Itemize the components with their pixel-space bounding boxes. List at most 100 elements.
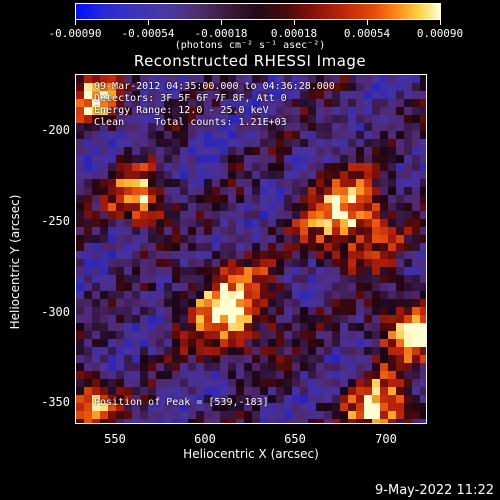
heatmap-cell xyxy=(260,211,268,219)
heatmap-cell xyxy=(212,115,220,123)
heatmap-cell xyxy=(228,283,236,291)
heatmap-cell xyxy=(196,411,204,419)
heatmap-cell xyxy=(220,379,228,387)
heatmap-cell xyxy=(284,259,292,267)
heatmap-cell xyxy=(164,235,172,243)
heatmap-cell xyxy=(164,139,172,147)
heatmap-cell xyxy=(156,139,164,147)
heatmap-cell xyxy=(164,315,172,323)
heatmap-cell xyxy=(188,315,196,323)
heatmap-cell xyxy=(308,139,316,147)
heatmap-cell xyxy=(148,227,156,235)
heatmap-cell xyxy=(268,291,276,299)
heatmap-cell xyxy=(372,411,380,419)
heatmap-cell xyxy=(372,307,380,315)
heatmap-cell xyxy=(132,211,140,219)
heatmap-cell xyxy=(156,211,164,219)
heatmap-cell xyxy=(156,283,164,291)
heatmap-cell xyxy=(316,387,324,395)
heatmap-cell xyxy=(324,251,332,259)
heatmap-cell xyxy=(324,155,332,163)
heatmap-cell xyxy=(316,171,324,179)
heatmap-cell xyxy=(116,395,124,403)
heatmap-cell xyxy=(348,315,356,323)
heatmap-cell xyxy=(148,99,156,107)
heatmap-cell xyxy=(204,355,212,363)
x-tick-label: 600 xyxy=(194,432,216,446)
heatmap-cell xyxy=(228,211,236,219)
heatmap-cell xyxy=(172,291,180,299)
heatmap-cell xyxy=(356,267,364,275)
heatmap-cell xyxy=(108,403,116,411)
heatmap-cell xyxy=(180,219,188,227)
heatmap-cell xyxy=(404,371,412,379)
heatmap-cell xyxy=(316,339,324,347)
heatmap-cell xyxy=(324,107,332,115)
heatmap-cell xyxy=(108,123,116,131)
heatmap-cell xyxy=(76,339,84,347)
heatmap-cell xyxy=(196,395,204,403)
heatmap-cell xyxy=(420,83,426,91)
heatmap-cell xyxy=(84,411,92,419)
heatmap-cell xyxy=(356,115,364,123)
heatmap-cell xyxy=(124,139,132,147)
heatmap-cell xyxy=(84,243,92,251)
heatmap-cell xyxy=(388,171,396,179)
heatmap-cell xyxy=(364,347,372,355)
heatmap-cell xyxy=(148,259,156,267)
heatmap-cell xyxy=(116,211,124,219)
heatmap-cell xyxy=(372,139,380,147)
heatmap-cell xyxy=(316,219,324,227)
heatmap-cell xyxy=(284,331,292,339)
heatmap-cell xyxy=(244,323,252,331)
heatmap-cell xyxy=(100,211,108,219)
heatmap-cell xyxy=(196,155,204,163)
heatmap-cell xyxy=(148,371,156,379)
heatmap-cell xyxy=(84,99,92,107)
heatmap-cell xyxy=(420,307,426,315)
heatmap-cell xyxy=(84,355,92,363)
heatmap-cell xyxy=(132,187,140,195)
heatmap-cell xyxy=(212,395,220,403)
heatmap-cell xyxy=(252,107,260,115)
heatmap-cell xyxy=(276,99,284,107)
heatmap-cell xyxy=(324,411,332,419)
heatmap-cell xyxy=(292,123,300,131)
heatmap-cell xyxy=(172,411,180,419)
heatmap-cell xyxy=(76,347,84,355)
heatmap-cell xyxy=(372,419,380,423)
heatmap-cell xyxy=(316,131,324,139)
heatmap-cell xyxy=(92,371,100,379)
heatmap-cell xyxy=(380,211,388,219)
heatmap-cell xyxy=(252,291,260,299)
heatmap-cell xyxy=(252,235,260,243)
heatmap-cell xyxy=(92,155,100,163)
heatmap-cell xyxy=(324,211,332,219)
heatmap-cell xyxy=(292,219,300,227)
heatmap-cell xyxy=(324,243,332,251)
heatmap-cell xyxy=(220,131,228,139)
heatmap-cell xyxy=(204,291,212,299)
heatmap-cell xyxy=(316,291,324,299)
heatmap-cell xyxy=(396,307,404,315)
heatmap-cell xyxy=(212,211,220,219)
heatmap-cell xyxy=(76,171,84,179)
heatmap-cell xyxy=(164,331,172,339)
heatmap-cell xyxy=(300,123,308,131)
heatmap-cell xyxy=(124,211,132,219)
heatmap-cell xyxy=(388,331,396,339)
heatmap-cell xyxy=(244,379,252,387)
heatmap-cell xyxy=(252,163,260,171)
heatmap-cell xyxy=(188,243,196,251)
heatmap-cell xyxy=(284,123,292,131)
heatmap-cell xyxy=(332,75,340,83)
heatmap-cell xyxy=(132,307,140,315)
heatmap-cell xyxy=(220,163,228,171)
heatmap-cell xyxy=(284,419,292,423)
heatmap-cell xyxy=(84,347,92,355)
heatmap-cell xyxy=(84,275,92,283)
heatmap-cell xyxy=(244,403,252,411)
heatmap-cell xyxy=(180,323,188,331)
heatmap-cell xyxy=(212,155,220,163)
heatmap-cell xyxy=(404,219,412,227)
